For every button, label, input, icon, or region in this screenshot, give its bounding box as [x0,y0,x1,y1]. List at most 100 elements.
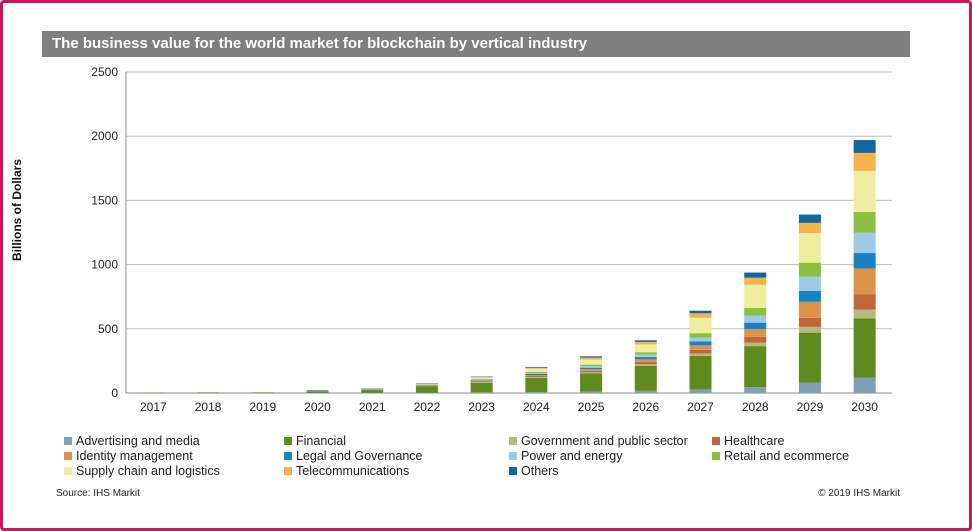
bar-segment [744,329,767,337]
bar-segment [306,392,329,394]
bar-segment [689,389,712,393]
bar-segment [361,388,384,390]
legend-swatch [712,437,720,445]
bar-segment [251,392,274,393]
x-tick-label: 2029 [797,400,824,414]
legend-item: Advertising and media [64,434,200,449]
bar-segment [798,301,821,318]
bar-segment [634,390,657,393]
x-tick-label: 2017 [140,400,167,414]
legend-label: Government and public sector [521,434,688,448]
source-note: Source: IHS Markit [56,488,140,499]
x-tick-label: 2026 [632,400,659,414]
bar-segment [415,384,438,386]
legend-label: Legal and Governance [296,449,423,463]
legend-swatch [509,452,517,460]
bar-segment [634,341,657,345]
bar-segment [744,387,767,393]
chart-plot: 0 500 1000 1500 2000 2500 2017 2018 2019 2020 2021… [91,65,892,414]
bar-segment [744,346,767,388]
legend-item: Legal and Governance [284,449,422,464]
legend-label: Retail and ecommerce [724,449,850,463]
legend-label: Others [521,464,559,478]
bar-segment [580,357,603,360]
bar-segment [525,375,548,377]
bar-segment [853,170,876,212]
bar-segment [415,385,438,386]
bar-segment [744,272,767,278]
legend-swatch [284,467,292,475]
bar-segment [525,373,548,376]
bar-segment [525,377,548,378]
legend-swatch [509,437,517,445]
bar-segment [853,253,876,269]
legend-item: Identity management [64,449,193,464]
bar-segment [470,392,493,393]
bar-segment [580,373,603,392]
x-tick-label: 2022 [414,400,441,414]
legend-item: Telecommunications [284,464,409,479]
bar-segment [580,366,603,368]
bar-segment [798,222,821,234]
legend-swatch [284,437,292,445]
legend-swatch [64,437,72,445]
bar-segment [415,385,438,386]
copyright-note: © 2019 IHS Markit [818,488,900,499]
x-tick-label: 2028 [742,400,769,414]
bar-segment [525,391,548,393]
legend-swatch [64,467,72,475]
chart-title: The business value for the world market … [42,31,910,57]
legend-label: Advertising and media [76,434,200,448]
bar-segment [525,368,548,372]
bar-segment [634,340,657,342]
bar-segment [744,315,767,323]
legend-item: Power and energy [509,449,622,464]
bar-segment [853,232,876,254]
bar-segment [744,277,767,285]
bar-segment [580,369,603,371]
bar-segment [744,322,767,330]
bar-segment [525,376,548,378]
legend-item: Others [509,464,559,479]
bar-segment [251,391,274,393]
bar-segment [361,389,384,393]
bar-segment [689,310,712,314]
y-axis-label: Billions of Dollars [10,158,24,261]
bar-segment [634,365,657,391]
bar-segment [306,390,329,391]
bar-segment [853,318,876,378]
bar-segment [689,349,712,354]
bar-segment [744,307,767,316]
y-tick-label: 0 [111,386,118,400]
y-tick-label: 1500 [91,193,118,207]
legend-label: Financial [296,434,347,448]
y-tick-label: 2500 [91,65,118,79]
x-tick-label: 2027 [687,400,714,414]
bar-segment [798,233,821,263]
bar-segment [744,342,767,347]
legend-label: Healthcare [724,434,785,448]
bar-segment [798,317,821,327]
bar-segment [361,392,384,394]
bar-segment [853,152,876,171]
bar-segment [744,336,767,343]
bar-segment [853,294,876,310]
bar-segment [580,391,603,393]
x-tick-label: 2018 [195,400,222,414]
bar-segment [744,284,767,308]
bar-segment [415,383,438,385]
bar-segment [634,344,657,353]
legend-item: Healthcare [712,434,784,449]
bar-segment [470,380,493,382]
bar-segment [798,332,821,383]
y-tick-label: 1000 [91,258,118,272]
bar-segment [361,389,384,390]
bar-segment [798,326,821,333]
bar-segment [853,211,876,233]
x-tick-label: 2020 [304,400,331,414]
bar-segment [798,214,821,223]
bar-segment [798,276,821,291]
x-tick-label: 2030 [851,400,878,414]
legend-swatch [284,452,292,460]
bar-segment [689,341,712,346]
